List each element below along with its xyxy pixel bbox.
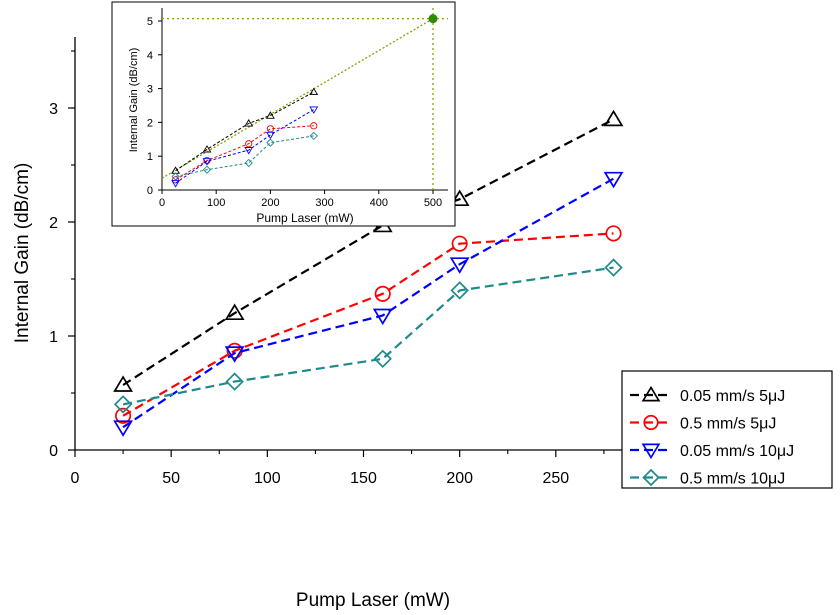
legend: 0.05 mm/s 5μJ 0.5 mm/s 5μJ 0.05 mm/s 10μJ 0… xyxy=(621,370,833,489)
legend-label: 0.5 mm/s 5μJ xyxy=(680,416,776,433)
inset-series-line xyxy=(175,91,315,172)
data-point xyxy=(115,407,132,424)
inset-y-tick-label: 3 xyxy=(147,84,153,96)
data-point xyxy=(450,281,469,300)
data-point xyxy=(372,308,393,326)
inset-y-tick-label: 2 xyxy=(147,117,153,129)
data-point xyxy=(113,375,133,392)
inset-y-tick-label: 4 xyxy=(147,50,153,62)
legend-box xyxy=(621,370,833,489)
y-tick-label: 0 xyxy=(49,443,58,460)
inset-plot: 0 100 200 300 400 500 0 1 2 3 4 5 Pump Laser (mW) Int… xyxy=(111,1,456,227)
y-tick-label: 1 xyxy=(49,329,58,346)
inset-series-line xyxy=(175,125,314,181)
data-point xyxy=(451,235,468,252)
x-tick-label: 100 xyxy=(254,470,281,487)
inset-x-tick-label: 200 xyxy=(261,197,279,209)
inset-x-tick-label: 100 xyxy=(207,197,225,209)
y-tick-label: 4 xyxy=(49,0,58,4)
data-point xyxy=(113,395,133,414)
inset-data-point xyxy=(171,172,180,181)
data-point xyxy=(374,285,391,302)
data-point xyxy=(373,349,392,369)
inset-y-axis-title: Internal Gain (dB/cm) xyxy=(128,48,140,153)
series-line xyxy=(122,118,615,386)
inset-series-line xyxy=(175,135,314,177)
y-axis-title: Internal Gain (dB/cm) xyxy=(12,163,33,344)
data-point xyxy=(224,346,245,363)
x-tick-label: 250 xyxy=(542,470,569,487)
inset-data-point xyxy=(244,158,253,168)
inset-data-point xyxy=(309,131,318,141)
inset-data-point xyxy=(265,111,275,119)
inset-data-point xyxy=(266,138,275,147)
data-point xyxy=(113,420,133,437)
x-tick-label: 50 xyxy=(162,470,180,487)
y-tick-label: 2 xyxy=(49,215,58,232)
data-point xyxy=(604,258,623,277)
x-tick-label: 200 xyxy=(446,470,473,487)
x-axis-title: Pump Laser (mW) xyxy=(296,590,450,611)
inset-x-tick-label: 0 xyxy=(159,197,165,209)
legend-label: 0.5 mm/s 10μJ xyxy=(680,471,785,488)
inset-data-point xyxy=(202,165,212,174)
data-point xyxy=(605,225,622,242)
legend-marker xyxy=(642,468,660,487)
inset-data-point xyxy=(244,119,254,127)
series-line xyxy=(122,266,614,406)
legend-marker xyxy=(643,414,659,431)
x-tick-label: 150 xyxy=(350,470,377,487)
y-tick-label: 3 xyxy=(49,101,58,118)
series-line xyxy=(122,177,615,429)
legend-label: 0.05 mm/s 10μJ xyxy=(680,443,794,460)
inset-data-point xyxy=(265,131,275,140)
inset-data-point xyxy=(309,106,319,114)
data-point xyxy=(603,109,624,127)
inset-data-point xyxy=(202,145,212,153)
inset-data-point xyxy=(310,122,318,130)
series-line xyxy=(122,232,614,417)
data-point xyxy=(603,171,624,189)
inset-x-tick-label: 500 xyxy=(424,197,442,209)
data-point xyxy=(449,257,470,274)
x-tick-label: 0 xyxy=(71,470,80,487)
inset-data-point xyxy=(245,140,253,148)
legend-marker xyxy=(641,443,661,460)
data-point xyxy=(225,372,244,391)
inset-fit-line xyxy=(161,18,434,179)
inset-y-tick-label: 0 xyxy=(147,185,153,197)
inset-x-axis-title: Pump Laser (mW) xyxy=(256,211,353,225)
inset-data-point xyxy=(202,158,212,166)
inset-series-line xyxy=(175,109,315,184)
inset-y-tick-label: 1 xyxy=(147,151,153,163)
inset-y-tick-label: 5 xyxy=(147,16,153,28)
inset-data-point xyxy=(244,147,254,155)
inset-highlight-point xyxy=(428,14,438,24)
inset-data-point xyxy=(309,87,319,96)
legend-label: 0.05 mm/s 5μJ xyxy=(680,388,785,405)
inset-x-tick-label: 300 xyxy=(315,197,333,209)
data-point xyxy=(224,303,245,321)
legend-marker xyxy=(641,385,661,402)
inset-x-tick-label: 400 xyxy=(370,197,388,209)
